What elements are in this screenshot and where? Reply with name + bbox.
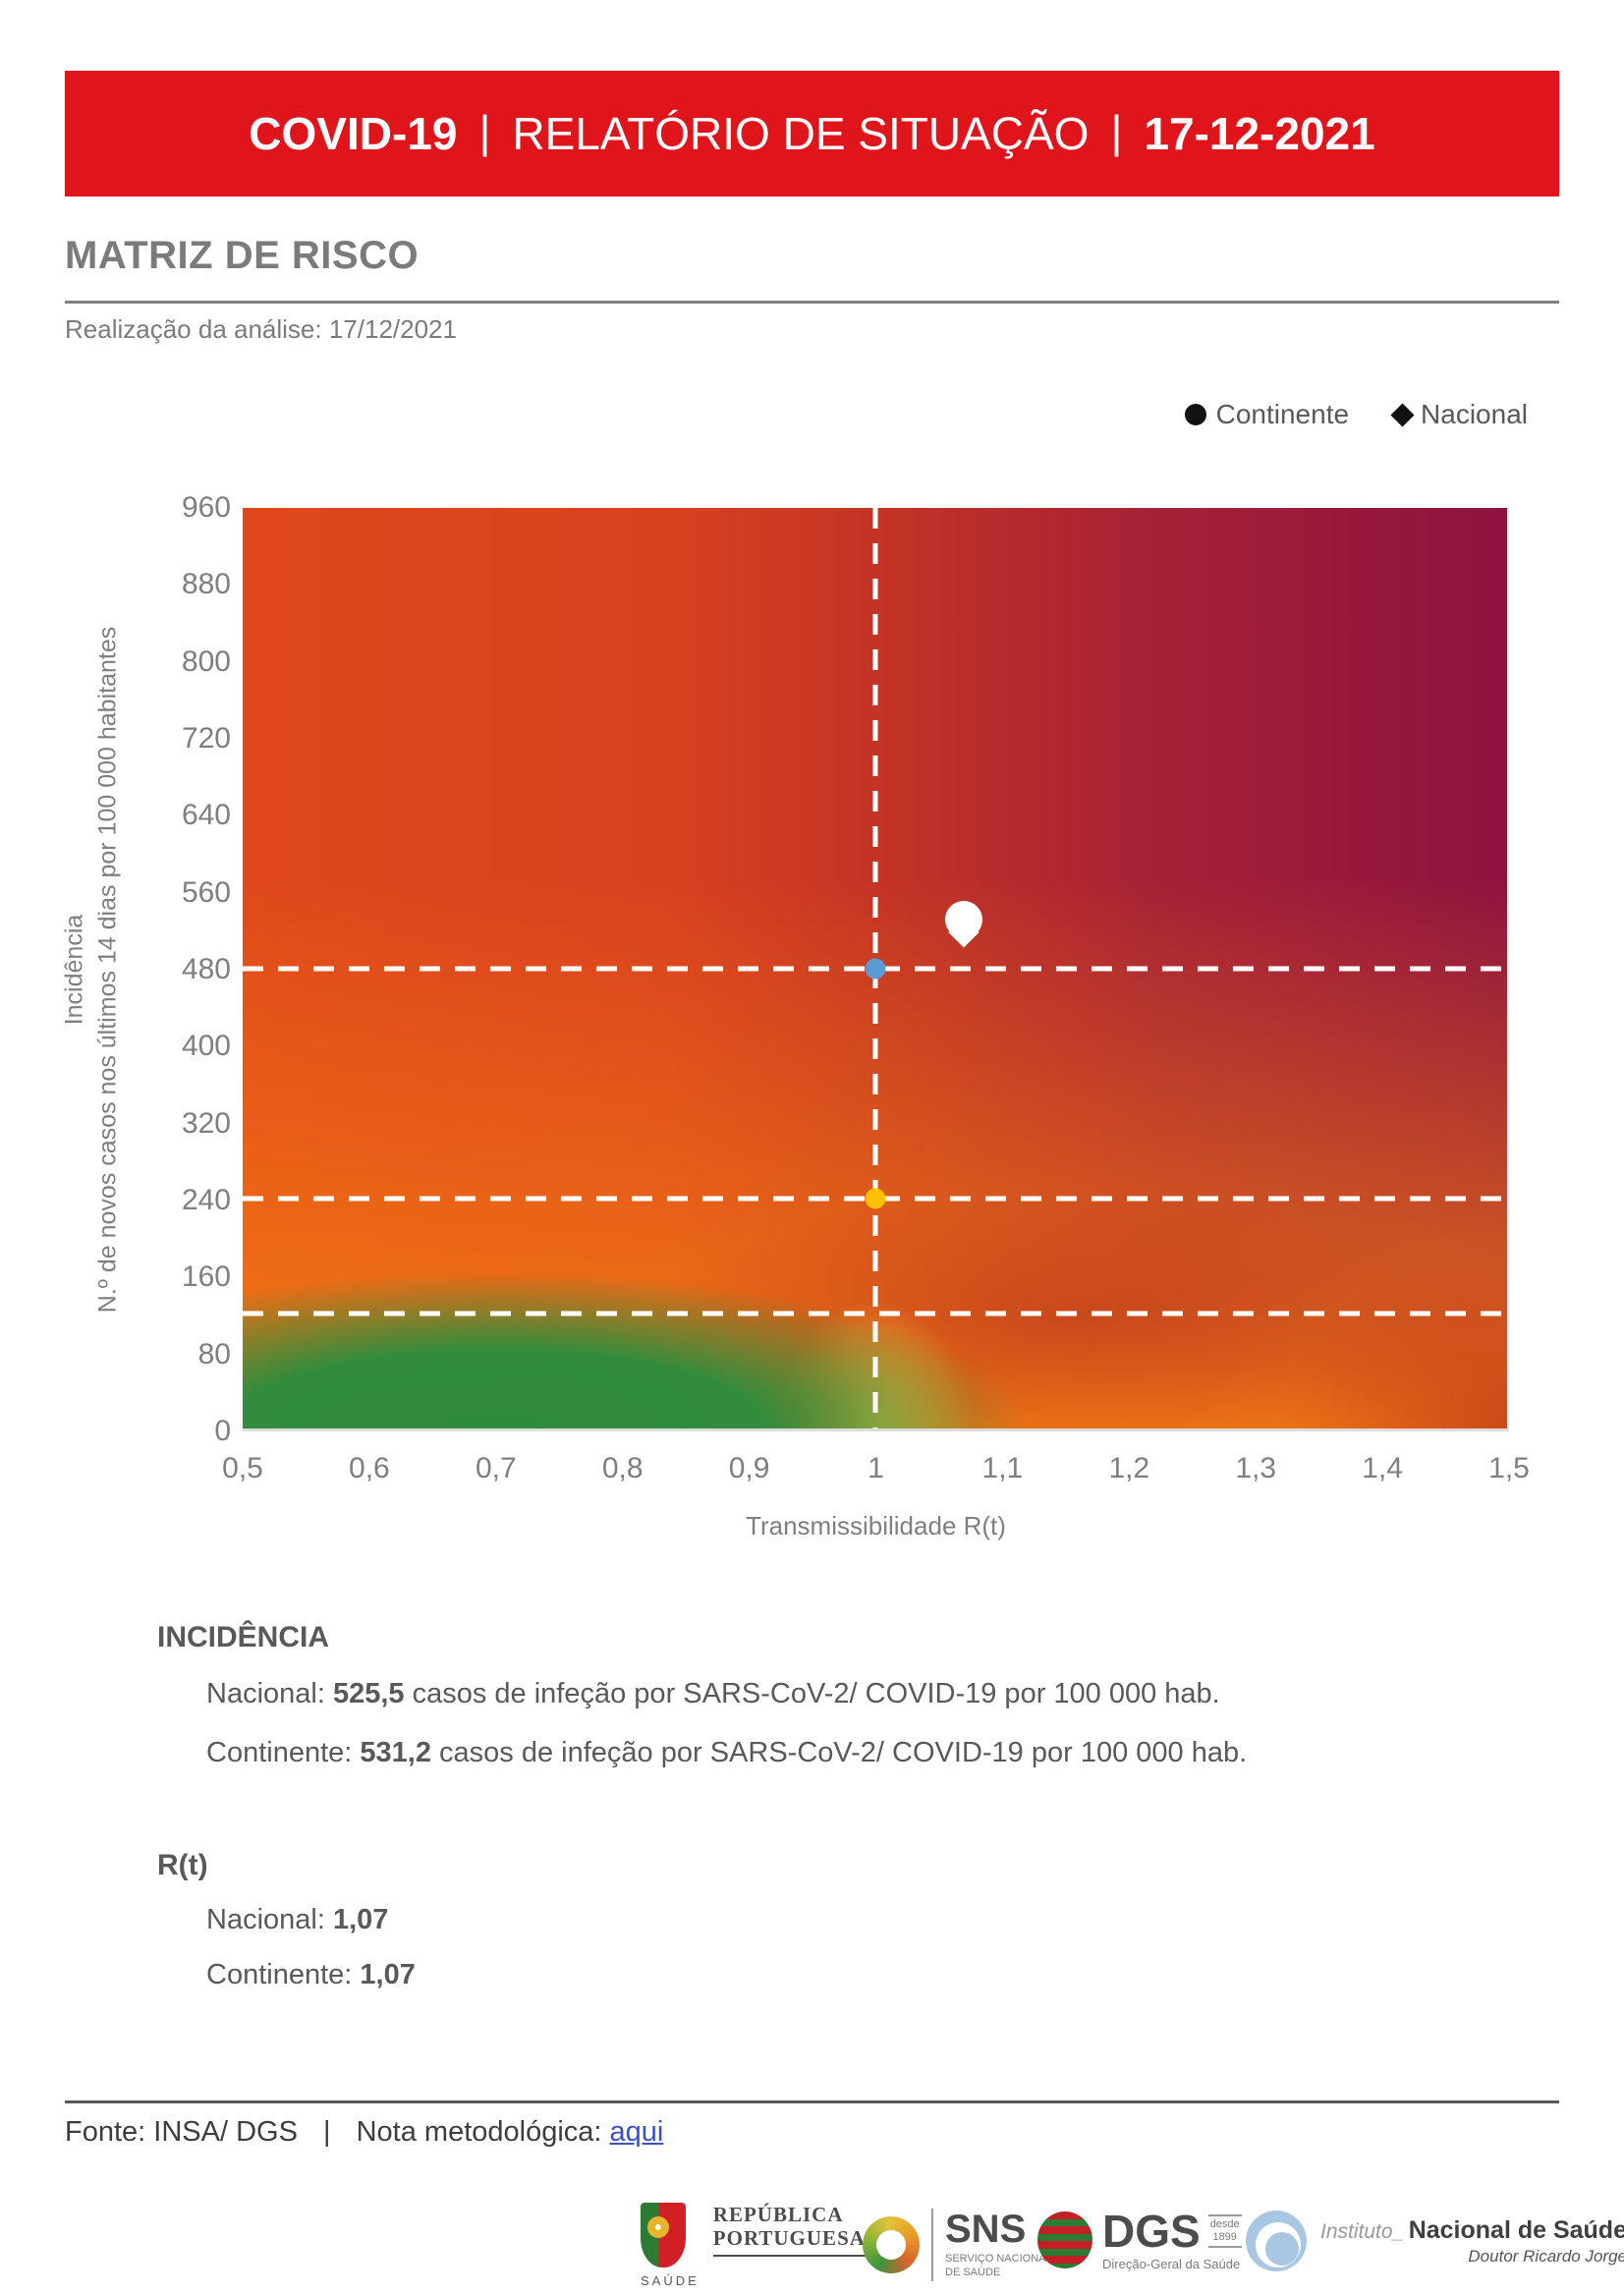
y-tick-label: 80 — [197, 1337, 231, 1371]
republica-line1: REPÚBLICA — [712, 2203, 844, 2226]
x-ticks: 0,5 0,6 0,7 0,8 0,9 1 1,1 1,2 1,3 1,4 1,5 — [222, 1452, 1530, 1491]
republica-line2: PORTUGUESA — [712, 2226, 866, 2251]
x-tick-label: 1,5 — [1488, 1452, 1530, 1484]
incidencia-nacional-value: 525,5 — [332, 1678, 405, 1709]
y-axis-title-line2: N.º de novos casos nos últimos 14 dias p… — [93, 626, 121, 1314]
sns-divider-bar — [931, 2209, 933, 2281]
dgs-sub: Direção-Geral da Saúde — [1102, 2257, 1241, 2271]
y-tick-label: 0 — [214, 1415, 231, 1447]
x-tick-label: 0,9 — [728, 1452, 770, 1484]
footer-note-label: Nota metodológica: — [356, 2116, 602, 2148]
incidencia-continente-value: 531,2 — [360, 1737, 431, 1768]
x-tick-label: 1,3 — [1235, 1452, 1277, 1484]
header-title: RELATÓRIO DE SITUAÇÃO — [512, 108, 1090, 159]
x-tick-label: 1 — [868, 1452, 884, 1484]
y-tick-label: 960 — [181, 491, 231, 524]
x-tick-label: 0,5 — [222, 1452, 263, 1484]
footer-divider — [65, 2100, 1559, 2103]
y-tick-label: 160 — [181, 1260, 231, 1294]
y-tick-label: 400 — [181, 1030, 231, 1063]
x-tick-label: 1,4 — [1362, 1452, 1403, 1484]
rt-continente-value: 1,07 — [360, 1959, 416, 1990]
y-tick-label: 800 — [181, 644, 231, 678]
diamond-marker-icon — [1390, 402, 1415, 427]
y-tick-label: 640 — [181, 799, 231, 832]
page-title: MATRIZ DE RISCO — [65, 234, 420, 277]
x-tick-label: 0,8 — [601, 1452, 644, 1484]
sns-abbr: SNS — [945, 2208, 1027, 2252]
legend-item-continente: Continente — [1184, 399, 1350, 430]
x-tick-label: 0,6 — [349, 1452, 390, 1484]
dgs-abbr: DGS — [1102, 2206, 1201, 2257]
reference-hline-120 — [243, 1311, 1507, 1316]
incidencia-heading: INCIDÊNCIA — [157, 1621, 330, 1653]
insa-name: Nacional de Saúde — [1408, 2215, 1624, 2244]
incidencia-continente-line: Continente: 531,2 casos de infeção por S… — [206, 1737, 1247, 1769]
rt-heading: R(t) — [157, 1849, 208, 1881]
dgs-globe-icon — [1037, 2211, 1092, 2268]
incidencia-continente-label: Continente: — [206, 1737, 353, 1768]
risk-matrix-plot — [243, 508, 1509, 1431]
insa-sub: Doutor Ricardo Jorge — [1468, 2246, 1624, 2266]
y-tick-label: 720 — [181, 722, 231, 755]
y-axis-title: Incidência N.º de novos casos nos último… — [58, 627, 125, 1313]
sns-ring-icon — [863, 2216, 920, 2273]
dgs-since-year: 1899 — [1212, 2231, 1237, 2243]
footer-source-line: Fonte: INSA/ DGS | Nota metodológica: aq… — [65, 2116, 663, 2149]
reference-dot-blue — [865, 958, 885, 979]
y-ticks: 0 80 160 240 320 400 480 560 640 720 800 880 960 — [118, 491, 231, 1447]
y-tick-label: 240 — [181, 1184, 231, 1216]
incidencia-nacional-suffix: casos de infeção por SARS-CoV-2/ COVID-1… — [412, 1678, 1220, 1709]
analysis-date-line: Realização da análise: 17/12/2021 — [65, 314, 457, 344]
insa-sphere-icon — [1246, 2211, 1307, 2271]
chart-legend: Continente Nacional — [1184, 399, 1528, 430]
header-separator: | — [478, 106, 491, 157]
insa-prefix: Instituto_ — [1320, 2219, 1405, 2243]
methodology-link[interactable]: aqui — [609, 2116, 664, 2148]
report-header-banner: COVID-19 | RELATÓRIO DE SITUAÇÃO | 17-12… — [65, 71, 1559, 196]
sns-sub: SERVIÇO NACIONAL DE SAÚDE — [945, 2253, 1052, 2280]
legend-item-nacional: Nacional — [1390, 399, 1528, 430]
legend-label-continente: Continente — [1215, 399, 1350, 429]
rt-continente-label: Continente: — [206, 1959, 353, 1990]
x-tick-label: 1,1 — [981, 1452, 1024, 1484]
sns-logo: SNS SERVIÇO NACIONAL DE SAÚDE — [863, 2209, 1052, 2281]
incidencia-nacional-line: Nacional: 525,5 casos de infeção por SAR… — [206, 1678, 1220, 1710]
x-axis-title: Transmissibilidade R(t) — [746, 1511, 1006, 1540]
header-program: COVID-19 — [249, 108, 458, 159]
y-axis-title-line1: Incidência — [60, 914, 88, 1026]
legend-label-nacional: Nacional — [1421, 399, 1528, 429]
incidencia-continente-suffix: casos de infeção por SARS-CoV-2/ COVID-1… — [439, 1737, 1248, 1768]
portugal-flag-shield-icon — [641, 2203, 686, 2267]
y-tick-label: 560 — [181, 875, 231, 909]
y-tick-label: 880 — [181, 568, 231, 601]
title-divider — [65, 301, 1559, 304]
footer-source: Fonte: INSA/ DGS — [65, 2116, 298, 2148]
x-tick-label: 0,7 — [475, 1452, 517, 1484]
y-tick-label: 320 — [181, 1106, 231, 1140]
continente-circle-marker — [944, 900, 982, 938]
footer-separator: | — [322, 2116, 331, 2148]
republica-wordmark: REPÚBLICA PORTUGUESA — [712, 2203, 866, 2258]
sns-sub-line2: DE SAÚDE — [945, 2267, 1001, 2278]
header-separator: | — [1110, 106, 1123, 157]
republica-portuguesa-logo: SAÚDE REPÚBLICA PORTUGUESA — [641, 2203, 866, 2288]
x-tick-label: 1,2 — [1108, 1452, 1150, 1484]
republica-sub-label: SAÚDE — [641, 2273, 700, 2288]
republica-underline — [712, 2255, 866, 2258]
dgs-logo: DGS desde 1899 Direção-Geral da Saúde — [1037, 2209, 1242, 2271]
header-date: 17-12-2021 — [1144, 108, 1375, 159]
reference-dot-orange — [865, 1188, 885, 1209]
rt-nacional-line: Nacional: 1,07 — [206, 1904, 388, 1936]
insa-logo: Instituto_ Nacional de Saúde Doutor Rica… — [1246, 2211, 1624, 2271]
incidencia-nacional-label: Nacional: — [206, 1678, 325, 1709]
dgs-since-label: desde — [1209, 2217, 1240, 2230]
circle-marker-icon — [1184, 404, 1206, 425]
dgs-since-badge: desde 1899 — [1207, 2213, 1242, 2249]
y-tick-label: 480 — [181, 953, 231, 985]
rt-nacional-label: Nacional: — [206, 1904, 325, 1935]
rt-nacional-value: 1,07 — [332, 1904, 389, 1935]
sns-sub-line1: SERVIÇO NACIONAL — [945, 2253, 1052, 2266]
rt-continente-line: Continente: 1,07 — [206, 1959, 416, 1991]
